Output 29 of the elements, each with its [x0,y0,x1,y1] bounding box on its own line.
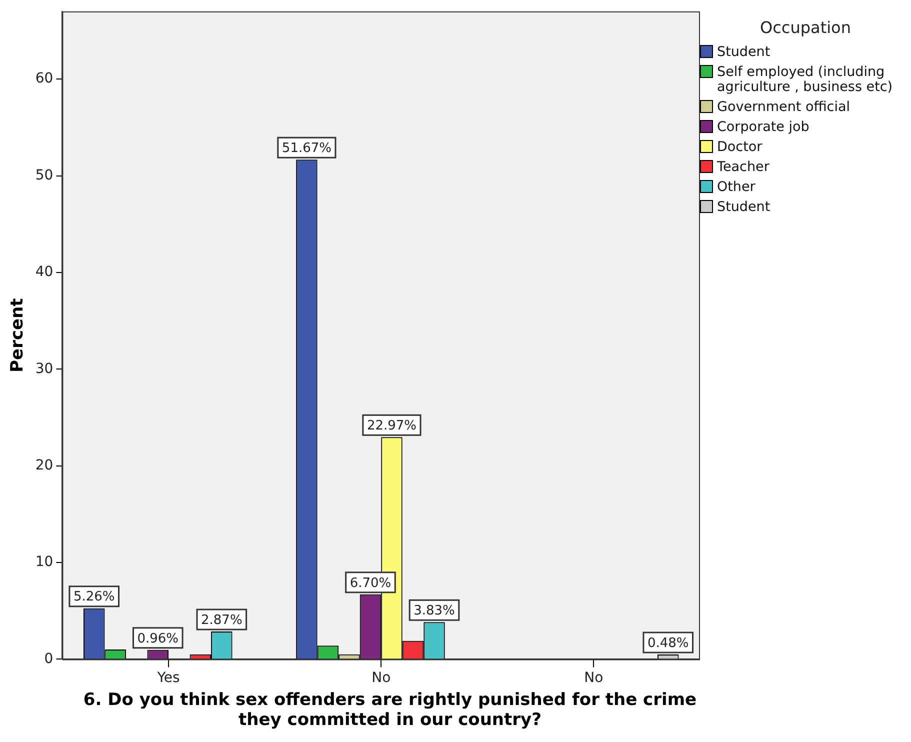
y-tick-label: 10 [35,554,54,570]
legend-label: Student [717,44,770,60]
x-tick-label: Yes [156,670,180,686]
data-label: 2.87% [201,612,242,628]
data-label: 22.97% [366,418,417,434]
legend-label: Self employed (including agriculture , business etc) [717,64,894,95]
legend-label: Corporate job [717,119,810,135]
x-tick-label: No [584,670,604,686]
y-tick-label: 20 [35,457,54,474]
y-tick-label: 50 [35,167,54,184]
data-label: 51.67% [282,140,332,156]
y-tick-label: 40 [35,264,54,280]
x-tick-label: No [372,670,391,686]
data-label: 0.96% [137,631,179,646]
legend-label: Teacher [717,159,770,175]
y-axis-title: Percent [8,298,28,372]
data-label: 5.26% [73,590,115,605]
y-tick-label: 30 [35,360,54,377]
y-tick-label: 0 [44,650,54,667]
data-label: 3.83% [414,604,455,619]
legend-label: Student [717,199,770,215]
legend-label: Government official [717,99,850,115]
legend-label: Doctor [717,139,762,155]
x-axis-title: 6. Do you think sex offenders are rightly punished for the crime they committed in our country? [82,690,698,730]
legend-title: Occupation [759,18,852,37]
data-label: 0.48% [647,636,689,651]
data-label: 6.70% [350,576,392,591]
legend-label: Other [717,179,756,195]
y-tick-label: 60 [35,70,54,87]
